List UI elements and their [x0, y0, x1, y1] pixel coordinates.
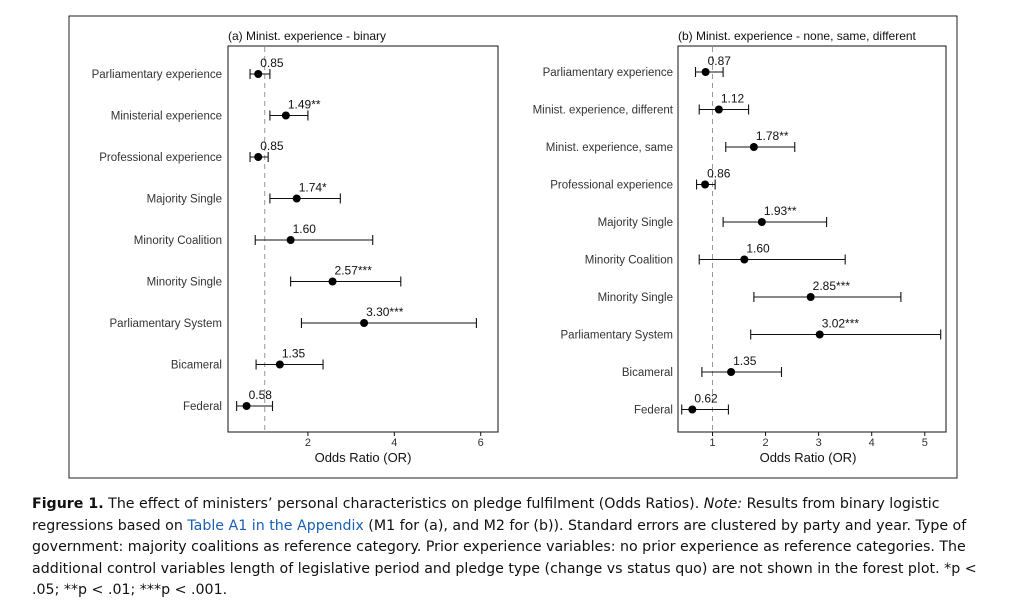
panel-a: (a) Minist. experience - binary 2 4 6 Parli… [92, 29, 499, 465]
panel-b-marks: 1 2 3 4 5 Parliamentary experience 0.87 Minist.… [533, 47, 942, 449]
x-tick-label: 1 [709, 437, 715, 449]
row-label: Federal [634, 405, 673, 417]
value-label: 1.49** [288, 98, 321, 112]
x-tick-label: 3 [816, 437, 822, 449]
point-estimate [701, 68, 710, 76]
point-estimate [806, 293, 815, 301]
x-tick-label: 6 [478, 437, 484, 449]
point-estimate [714, 105, 723, 114]
value-label: 0.85 [260, 56, 284, 70]
point-estimate [292, 194, 301, 203]
value-label: 0.85 [260, 139, 284, 153]
row-label: Professional experience [550, 180, 673, 192]
value-label: 0.87 [708, 54, 732, 68]
value-label: 1.60 [293, 222, 317, 236]
row-label: Parliamentary System [110, 318, 222, 330]
point-estimate [275, 360, 284, 369]
point-estimate [242, 402, 251, 410]
value-label: 2.57*** [335, 264, 373, 278]
panel-b-xlabel: Odds Ratio (OR) [760, 450, 857, 465]
value-label: 0.86 [707, 167, 731, 181]
point-estimate [281, 111, 290, 120]
row-label: Bicameral [171, 360, 222, 372]
value-label: 0.62 [694, 392, 718, 406]
value-label: 2.85*** [813, 279, 851, 293]
panel-a-plot-area [227, 45, 499, 433]
row-label: Majority Single [598, 217, 673, 229]
row-label: Parliamentary experience [92, 69, 222, 81]
value-label: 1.35 [282, 347, 306, 361]
panel-b: (b) Minist. experience - none, same, dif… [533, 29, 947, 465]
row-label: Majority Single [147, 194, 222, 206]
x-tick-label: 5 [922, 437, 928, 449]
caption-part2: Results from binary logistic regressions… [32, 496, 940, 534]
point-estimate [740, 255, 749, 264]
point-estimate [360, 319, 369, 327]
point-estimate [757, 218, 766, 226]
caption-label: Figure 1. [32, 496, 104, 512]
row-label: Minority Single [147, 277, 222, 289]
row-label: Federal [183, 401, 222, 413]
panel-a-title: (a) Minist. experience - binary [228, 29, 386, 43]
caption-part3: (M1 for (a), and M2 for (b)). Standard e… [32, 517, 977, 599]
panel-a-xlabel: Odds Ratio (OR) [315, 450, 412, 465]
value-label: 3.30*** [366, 305, 404, 319]
point-estimate [328, 277, 337, 286]
point-estimate [286, 236, 295, 244]
row-label: Minority Single [598, 292, 673, 304]
row-label: Minority Coalition [134, 235, 222, 247]
row-label: Minority Coalition [585, 255, 673, 267]
panel-b-title: (b) Minist. experience - none, same, dif… [678, 29, 917, 43]
point-estimate [749, 143, 758, 151]
row-label: Bicameral [622, 367, 673, 379]
point-estimate [688, 405, 697, 414]
point-estimate [254, 153, 263, 161]
row-label: Minist. experience, different [533, 105, 674, 117]
row-label: Ministerial experience [111, 111, 222, 123]
caption-note-label: Note: [703, 496, 743, 512]
point-estimate [701, 180, 710, 189]
figure-border [68, 15, 958, 479]
value-label: 1.60 [746, 242, 770, 256]
point-estimate [254, 70, 263, 78]
x-tick-label: 4 [391, 437, 397, 449]
point-estimate [815, 330, 824, 339]
value-label: 1.78** [756, 129, 789, 143]
x-tick-label: 2 [763, 437, 769, 449]
row-label: Parliamentary System [561, 330, 673, 342]
x-tick-label: 2 [305, 437, 311, 449]
point-estimate [727, 368, 736, 376]
panel-b-plot-area [677, 45, 947, 433]
row-label: Minist. experience, same [546, 142, 673, 154]
value-label: 0.58 [249, 388, 273, 402]
figure-caption: Figure 1. The effect of ministers’ perso… [32, 494, 1007, 602]
appendix-link[interactable]: Table A1 in the Appendix [187, 517, 364, 534]
panel-b-title-clip: (b) Minist. experience - none, same, dif… [678, 29, 917, 43]
panel-a-marks: 2 4 6 Parliamentary experience 0.85 Ministeri… [92, 47, 484, 449]
caption-part1: The effect of ministers’ personal charac… [103, 496, 704, 512]
row-label: Professional experience [99, 152, 222, 164]
value-label: 1.74* [299, 181, 327, 195]
x-tick-label: 4 [869, 437, 875, 449]
value-label: 1.93** [764, 204, 797, 218]
value-label: 1.12 [721, 92, 745, 106]
value-label: 1.35 [733, 354, 757, 368]
value-label: 3.02*** [822, 317, 860, 331]
figure-frame: (a) Minist. experience - binary 2 4 6 Parli… [68, 15, 958, 479]
row-label: Parliamentary experience [543, 67, 673, 79]
